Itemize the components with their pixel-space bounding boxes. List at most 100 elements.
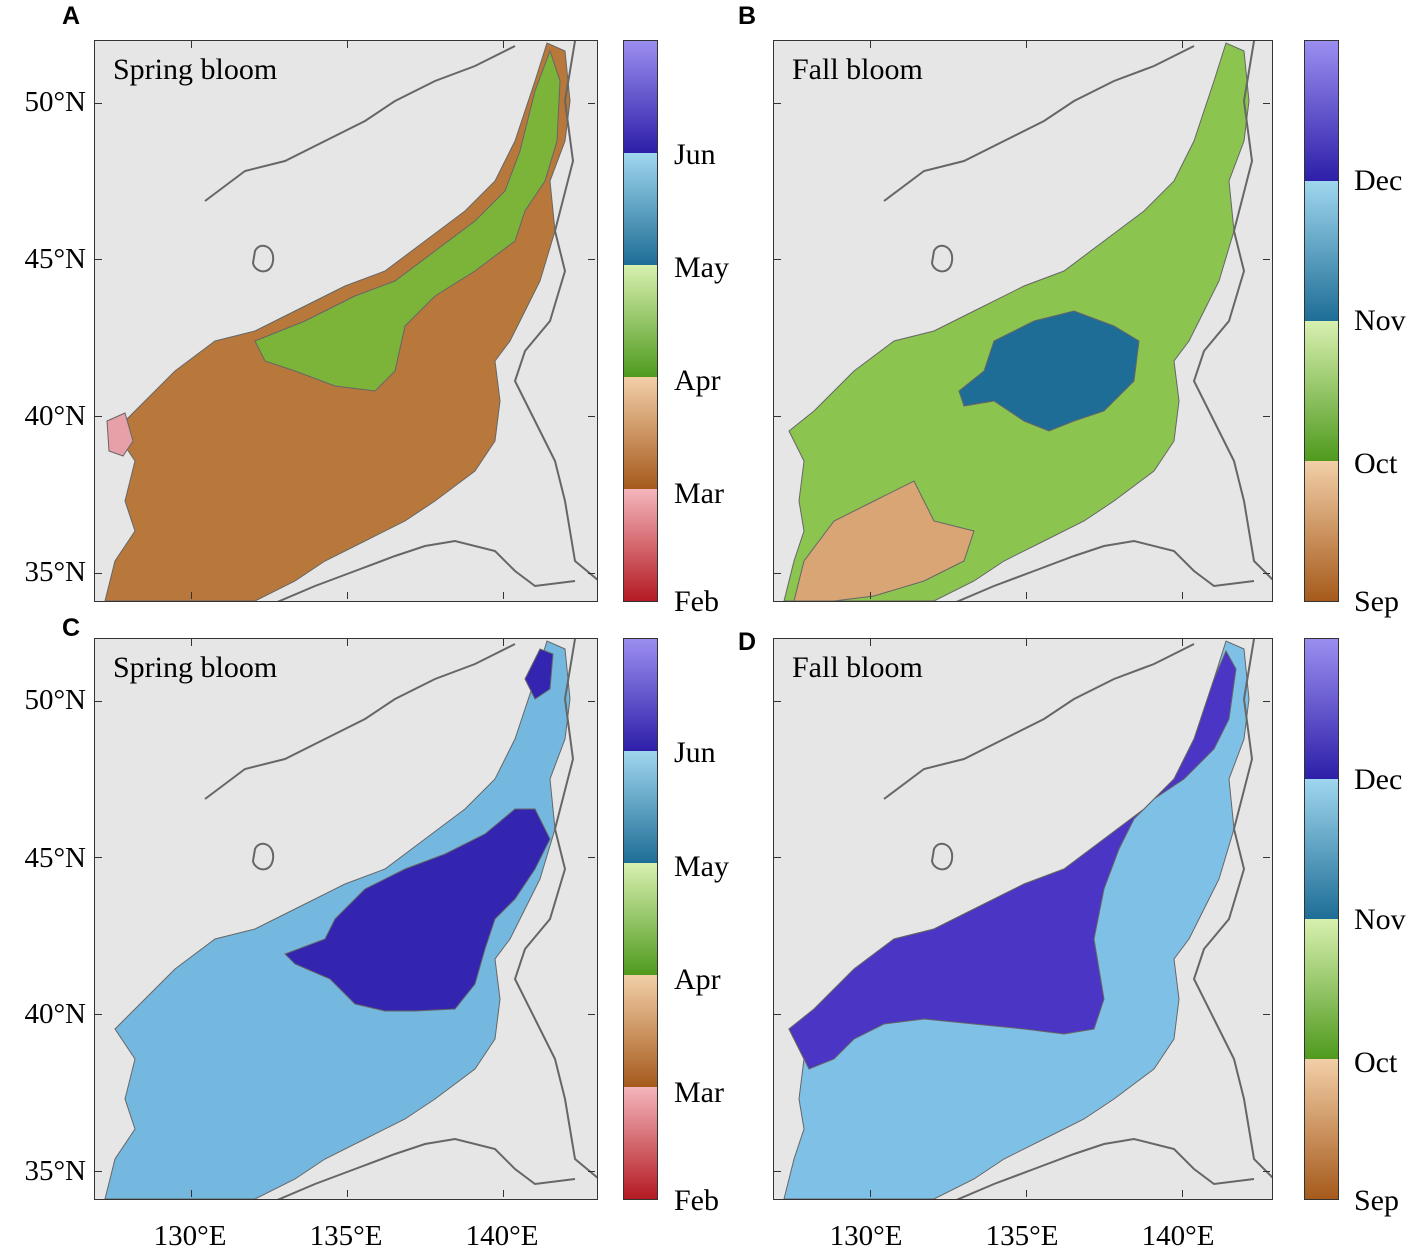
lon-tick [1182, 639, 1183, 646]
map-panel-a: Spring bloom [94, 40, 598, 602]
colorbar-label: Nov [1354, 304, 1406, 337]
colorbar-segment [624, 863, 657, 975]
coastline-island [1192, 41, 1272, 581]
map-panel-c: Spring bloom [94, 638, 598, 1200]
december-bloom-patch [788, 649, 1237, 1070]
coastline-south [277, 1137, 576, 1199]
lat-tick [774, 573, 781, 574]
lon-tick [191, 41, 192, 48]
lat-tick [95, 416, 102, 417]
colorbar-label: Feb [674, 585, 719, 618]
colorbar-spring [623, 40, 658, 602]
colorbar-segment [624, 639, 657, 751]
colorbar-segment [1305, 919, 1338, 1059]
lat-tick [774, 103, 781, 104]
lon-tick [503, 639, 504, 646]
island-outline [251, 244, 275, 273]
north-tip-patch [524, 648, 554, 700]
lon-tick [347, 592, 348, 599]
lat-label-40: 40°N [24, 998, 86, 1030]
lat-tick [588, 416, 595, 417]
red-coastal-patch [106, 412, 134, 457]
lat-tick [95, 103, 102, 104]
colorbar-label: Sep [1354, 585, 1399, 618]
lat-tick [95, 573, 102, 574]
lat-tick [588, 857, 595, 858]
colorbar-segment [1305, 321, 1338, 461]
colorbar-spring [623, 638, 658, 1200]
lat-tick [95, 1171, 102, 1172]
colorbar-segment [624, 153, 657, 265]
map-title: Fall bloom [792, 651, 923, 684]
map-panel-d: Fall bloom [773, 638, 1273, 1200]
coastline-island [513, 41, 597, 581]
sea-region [783, 42, 1250, 601]
lat-label-35: 35°N [24, 556, 86, 588]
lat-tick [1263, 701, 1270, 702]
colorbar-segment [1305, 41, 1338, 181]
colorbar-segment [1305, 461, 1338, 601]
lat-tick [1263, 573, 1270, 574]
lat-tick [588, 701, 595, 702]
lon-tick [870, 639, 871, 646]
colorbar-label: Feb [674, 1184, 719, 1217]
lat-label-35: 35°N [24, 1155, 86, 1187]
colorbar-segment [1305, 779, 1338, 919]
map-title: Spring bloom [113, 53, 278, 86]
lon-tick [1026, 1190, 1027, 1197]
lat-tick [1263, 259, 1270, 260]
lat-tick [588, 259, 595, 260]
colorbar-label: Dec [1354, 763, 1403, 796]
lon-label-130: 130°E [153, 1220, 227, 1252]
lon-tick [870, 592, 871, 599]
island-outline [930, 842, 954, 871]
coastline-mainland [204, 45, 516, 202]
coastline-island [1192, 639, 1272, 1179]
lat-tick [774, 259, 781, 260]
coastline-south [956, 1137, 1255, 1199]
colorbar-label: Dec [1354, 164, 1403, 197]
colorbar-segment [624, 489, 657, 601]
coastline-mainland [883, 45, 1195, 202]
lat-tick [95, 701, 102, 702]
colorbar-label: Mar [674, 477, 724, 510]
lat-label-50: 50°N [24, 684, 86, 716]
lon-tick [347, 41, 348, 48]
lon-tick [1026, 41, 1027, 48]
june-bloom-patch [284, 808, 551, 1012]
lon-label-140: 140°E [1141, 1220, 1215, 1252]
colorbar-segment [1305, 1059, 1338, 1199]
colorbar-label: Apr [674, 963, 721, 996]
colorbar-label: Oct [1354, 447, 1398, 480]
panel-letter-b: B [738, 2, 757, 30]
coastline-south [277, 539, 576, 601]
lat-label-45: 45°N [24, 842, 86, 874]
lon-tick [503, 41, 504, 48]
colorbar-segment [624, 41, 657, 153]
colorbar-label: Nov [1354, 903, 1406, 936]
lat-tick [1263, 857, 1270, 858]
coastline-island [513, 639, 597, 1179]
colorbar-segment [624, 377, 657, 489]
lon-tick [1026, 639, 1027, 646]
lat-tick [588, 103, 595, 104]
colorbar-label: May [674, 251, 729, 284]
map-c-svg [104, 639, 597, 1199]
lon-tick [191, 639, 192, 646]
colorbar-label: Apr [674, 364, 721, 397]
lat-tick [1263, 1171, 1270, 1172]
lon-tick [870, 41, 871, 48]
colorbar-segment [624, 1087, 657, 1199]
lon-tick [1182, 41, 1183, 48]
lat-tick [774, 1014, 781, 1015]
lat-tick [588, 1014, 595, 1015]
north-bloom-patch [254, 49, 561, 392]
map-d-svg [783, 639, 1272, 1199]
lon-label-140: 140°E [465, 1220, 539, 1252]
colorbar-label: Sep [1354, 1184, 1399, 1217]
lat-tick [774, 701, 781, 702]
lat-label-50: 50°N [24, 86, 86, 118]
lat-tick [95, 1014, 102, 1015]
lat-tick [588, 1171, 595, 1172]
map-title: Spring bloom [113, 651, 278, 684]
